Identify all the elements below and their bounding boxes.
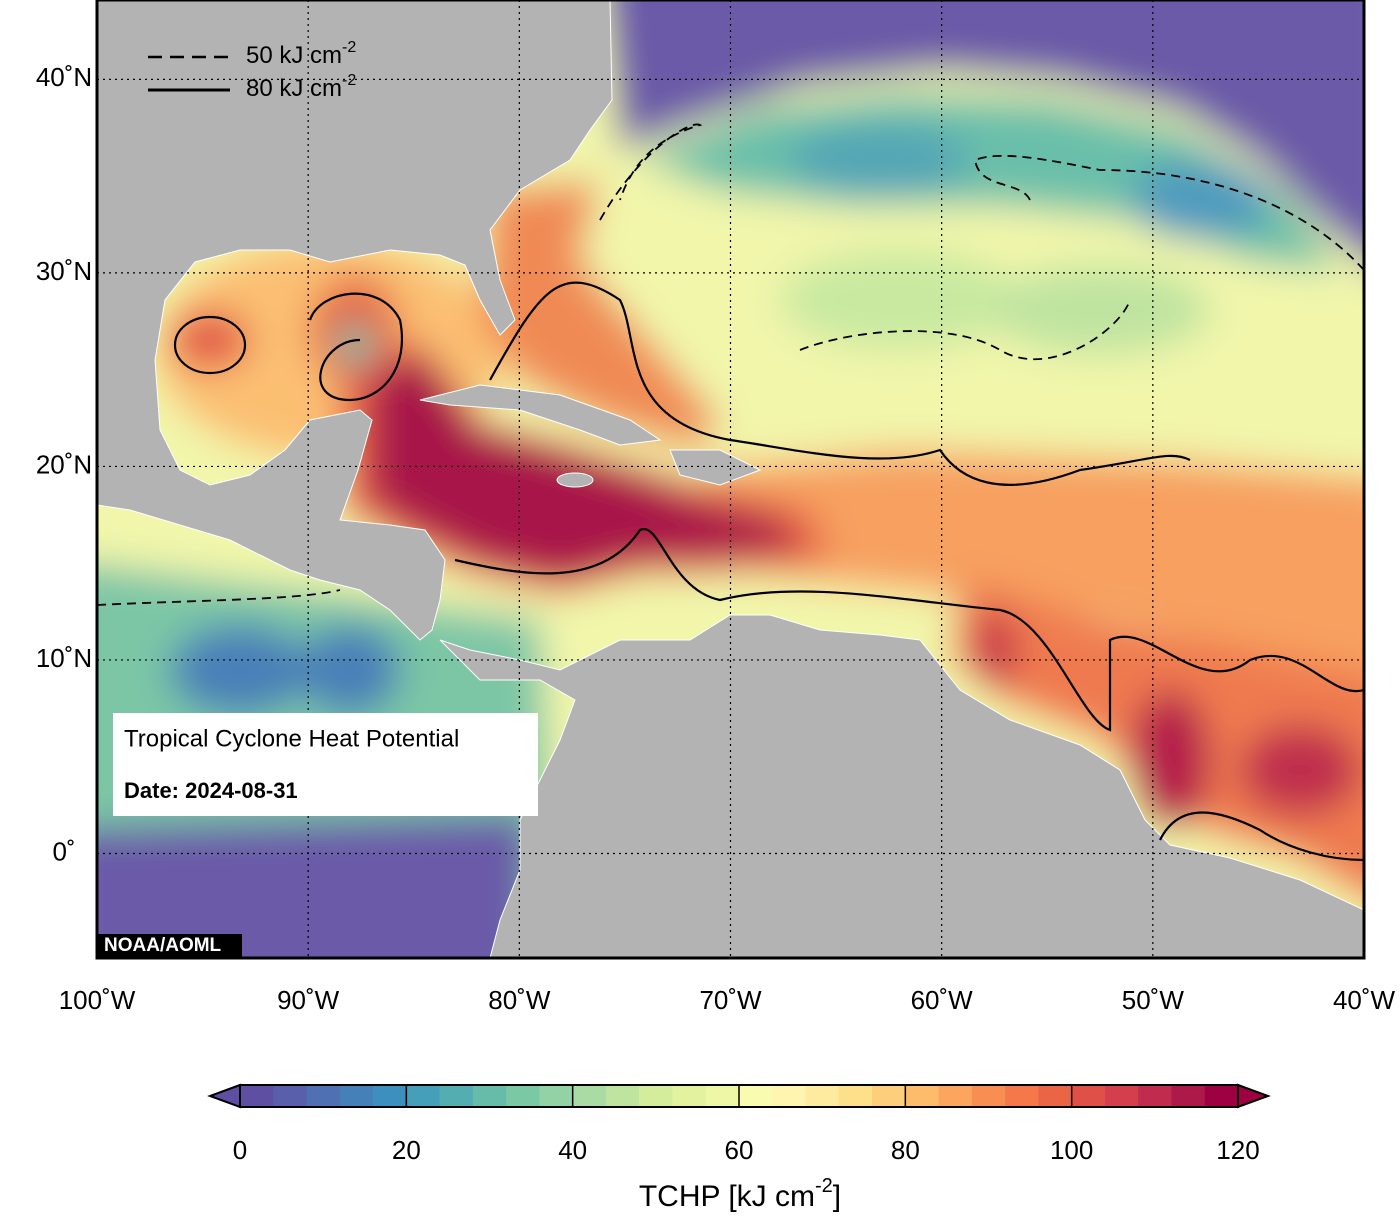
colorbar-segment [705, 1085, 740, 1107]
contour-80 [1159, 811, 1364, 862]
colorbar-label-sup: -2 [815, 1175, 833, 1197]
colorbar-segment [772, 1085, 807, 1107]
contour-50 [599, 123, 703, 221]
colorbar-segment [1204, 1085, 1239, 1107]
colorbar-segment [838, 1085, 873, 1107]
colorbar-segment [539, 1085, 574, 1107]
colorbar-segment [439, 1085, 474, 1107]
colorbar-tick-label: 100 [1050, 1135, 1093, 1165]
colorbar-segment [572, 1085, 607, 1107]
colorbar-over [1237, 1083, 1271, 1109]
colorbar-segment [905, 1085, 940, 1107]
x-tick-label: 90˚W [277, 985, 340, 1015]
colorbar-label-end: ] [833, 1180, 841, 1213]
x-tick-label: 100˚W [59, 985, 136, 1015]
colorbar-segment [1071, 1085, 1106, 1107]
x-tick-label: 80˚W [488, 985, 551, 1015]
colorbar-label: TCHP [kJ cm-2] [639, 1175, 841, 1213]
legend-label: 80 kJ cm-2 [246, 72, 356, 102]
colorbar-segment [339, 1085, 374, 1107]
land-south-america [439, 614, 1364, 958]
x-tick-label: 70˚W [699, 985, 762, 1015]
colorbar-segment [406, 1085, 441, 1107]
colorbar-segment [1138, 1085, 1172, 1107]
colorbar-segment [971, 1085, 1006, 1107]
colorbar-under [207, 1083, 241, 1109]
contour-80 [308, 292, 403, 402]
info-title: Tropical Cyclone Heat Potential [124, 725, 459, 752]
y-tick-label: 20˚N [36, 449, 92, 479]
colorbar-segment [605, 1085, 640, 1107]
y-tick-label: 30˚N [36, 256, 92, 286]
contour-80 [454, 527, 1364, 732]
contour-80 [489, 281, 1191, 486]
legend: 50 kJ cm-2 80 kJ cm-2 [148, 39, 356, 102]
info-date: Date: 2024-08-31 [124, 778, 298, 803]
land-cuba [419, 384, 662, 446]
legend-label: 50 kJ cm-2 [246, 39, 356, 69]
map-field [97, 0, 1364, 958]
credit-box [97, 934, 242, 958]
colorbar-segment [373, 1085, 407, 1107]
credit: NOAA/AOML [104, 935, 222, 956]
legend-sup: -2 [342, 72, 356, 89]
colorbar-tick-label: 20 [392, 1135, 421, 1165]
colorbar-tick-label: 120 [1216, 1135, 1259, 1165]
colorbar-segment [639, 1085, 673, 1107]
colorbar-segment [273, 1085, 308, 1107]
contour-80 [173, 315, 247, 375]
land-jamaica [556, 472, 594, 488]
x-tick-label: 40˚W [1333, 985, 1396, 1015]
contour-50 [97, 589, 341, 606]
colorbar-tick-label: 0 [233, 1135, 247, 1165]
colorbar-segment [1171, 1085, 1206, 1107]
colorbar-segment [1038, 1085, 1073, 1107]
x-tick-label: 50˚W [1122, 985, 1185, 1015]
colorbar-segment [1104, 1085, 1139, 1107]
colorbar-tick-label: 60 [725, 1135, 754, 1165]
info-box [113, 713, 538, 816]
colorbar-segment [472, 1085, 507, 1107]
colorbar-segment [1005, 1085, 1039, 1107]
y-tick-label: 0˚ [52, 836, 75, 866]
colorbar-segment [672, 1085, 707, 1107]
colorbar-segment [306, 1085, 341, 1107]
colorbar-segment [240, 1085, 274, 1107]
y-tick-label: 40˚N [36, 62, 92, 92]
map-frame [95, 0, 1366, 960]
colorbar-tick-label: 80 [891, 1135, 920, 1165]
contour-50 [973, 155, 1364, 271]
legend-text: 50 kJ cm [246, 42, 342, 69]
colorbar-segment [506, 1085, 540, 1107]
contour-50 [799, 299, 1131, 361]
colorbar-segment [739, 1085, 773, 1107]
land-hispaniola [669, 449, 762, 486]
colorbar-segment [938, 1085, 973, 1107]
legend-sup: -2 [342, 39, 356, 56]
colorbar-segment [872, 1085, 906, 1107]
y-tick-label: 10˚N [36, 643, 92, 673]
colorbar: 0 20 40 60 80 100 120 [207, 1083, 1271, 1165]
colorbar-tick-label: 40 [558, 1135, 587, 1165]
x-tick-label: 60˚W [911, 985, 974, 1015]
land-north-america [97, 0, 613, 641]
colorbar-label-text: TCHP [kJ cm [639, 1180, 815, 1213]
legend-text: 80 kJ cm [246, 75, 342, 102]
colorbar-segment [805, 1085, 840, 1107]
